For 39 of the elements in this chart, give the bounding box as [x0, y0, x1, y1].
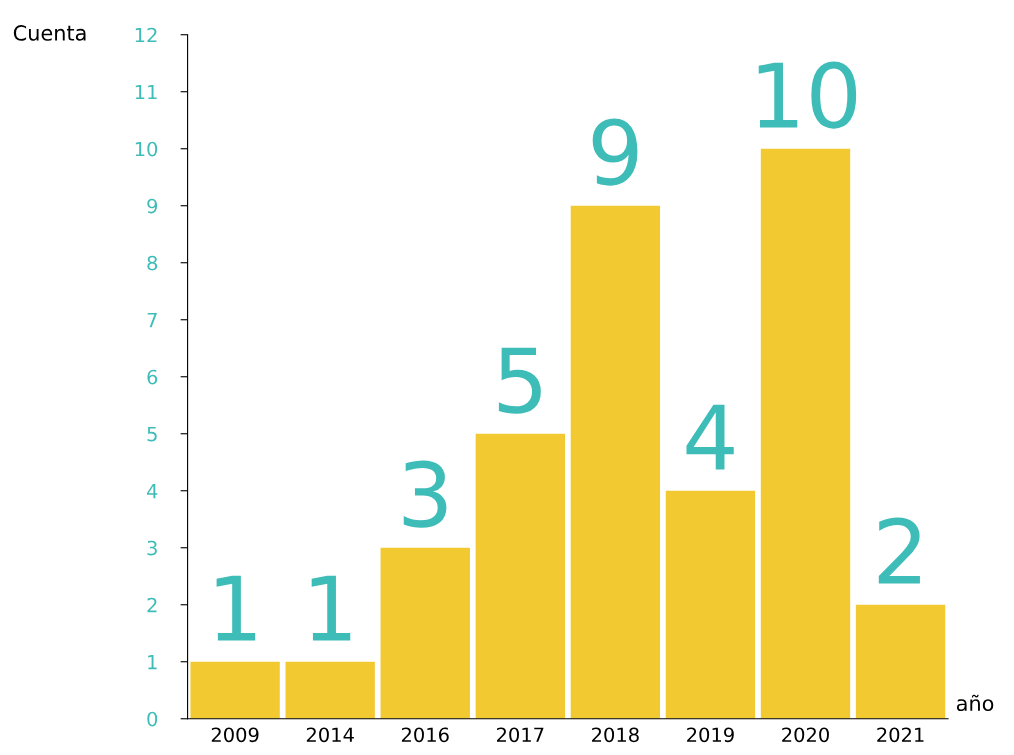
data-label: 5: [498, 347, 541, 414]
y-tick-label: 1: [148, 654, 157, 670]
data-label: 10: [758, 61, 857, 129]
data-label: 9: [592, 118, 638, 186]
bar: [285, 661, 375, 719]
y-tick-label: 7: [147, 312, 157, 328]
x-axis-title: año: [956, 694, 994, 712]
y-axis-title: Cuenta: [13, 25, 86, 41]
y-tick-label: 0: [147, 711, 158, 727]
bar: [380, 547, 470, 719]
bar: [475, 433, 565, 719]
bar: [665, 490, 756, 719]
data-label: 3: [403, 460, 447, 528]
y-tick-label: 8: [147, 255, 158, 271]
x-tick-label: 2017: [496, 727, 544, 743]
y-tick-label: 10: [135, 141, 158, 157]
y-tick-label: 4: [147, 483, 158, 499]
bar: [570, 205, 661, 719]
y-tick-label: 2: [147, 597, 157, 613]
x-tick-label: 2018: [592, 727, 639, 743]
bar: [855, 604, 946, 719]
y-tick-label: 12: [135, 27, 157, 43]
y-tick-label: 5: [147, 426, 157, 442]
y-tick-label: 3: [147, 540, 157, 556]
x-tick-label: 2021: [877, 727, 924, 743]
y-tick-label: 11: [135, 84, 157, 100]
x-tick-label: 2020: [782, 727, 829, 743]
x-tick-label: 2016: [401, 727, 449, 743]
data-label: 4: [686, 404, 734, 470]
bar: [190, 661, 280, 719]
data-label: 2: [878, 517, 920, 584]
y-tick-label: 6: [147, 369, 158, 385]
x-tick-label: 2014: [306, 727, 354, 743]
data-label: 1: [216, 575, 256, 641]
bar: [760, 148, 851, 719]
data-label: 1: [311, 575, 351, 641]
x-tick-label: 2019: [687, 727, 734, 743]
y-tick-label: 9: [147, 198, 158, 214]
x-tick-label: 2009: [211, 727, 259, 743]
